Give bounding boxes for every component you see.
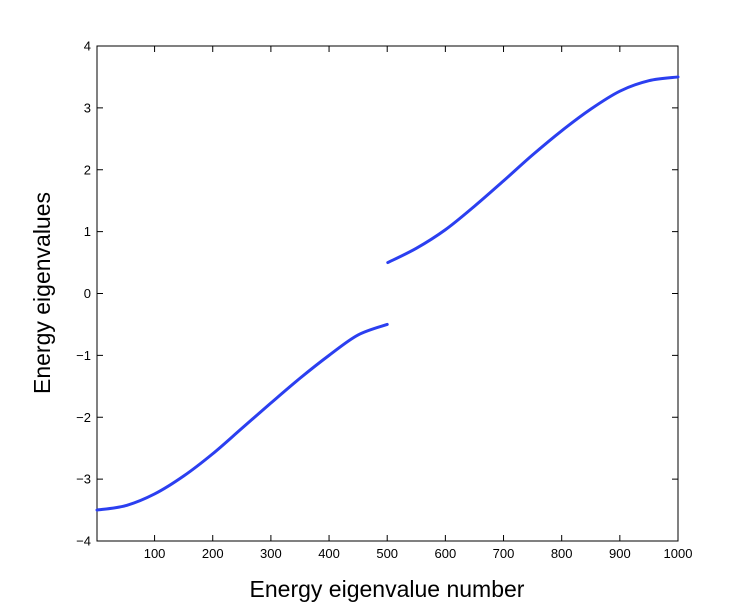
x-tick-label: 500: [376, 546, 398, 561]
x-tick-label: 800: [551, 546, 573, 561]
x-tick-label: 400: [318, 546, 340, 561]
y-tick-label: −1: [76, 348, 91, 363]
series-line: [95, 322, 389, 512]
y-tick-label: −2: [76, 410, 91, 425]
y-tick-label: 4: [84, 39, 91, 54]
x-tick-label: 200: [202, 546, 224, 561]
plot-frame: [96, 45, 679, 542]
x-tick-label: 1000: [664, 546, 693, 561]
x-tick-label: 300: [260, 546, 282, 561]
y-tick-label: 2: [84, 162, 91, 177]
y-tick-label: 3: [84, 100, 91, 115]
x-tick-label: 900: [609, 546, 631, 561]
x-tick-label: 100: [144, 546, 166, 561]
y-tick-label: −4: [76, 534, 91, 549]
series-layer: [95, 75, 680, 512]
series-line: [386, 75, 680, 265]
y-tick-label: 0: [84, 286, 91, 301]
x-axis-ticks: 100 200 300 400 500 600 700 800 900 1000: [144, 46, 693, 561]
x-tick-label: 600: [435, 546, 457, 561]
y-tick-label: −3: [76, 472, 91, 487]
x-tick-label: 700: [493, 546, 515, 561]
y-axis-label: Energy eigenvalues: [29, 192, 55, 394]
y-tick-label: 1: [84, 224, 91, 239]
y-axis-ticks: −4 −3 −2 −1 0 1 2 3 4: [76, 39, 678, 549]
x-axis-label: Energy eigenvalue number: [250, 576, 525, 602]
